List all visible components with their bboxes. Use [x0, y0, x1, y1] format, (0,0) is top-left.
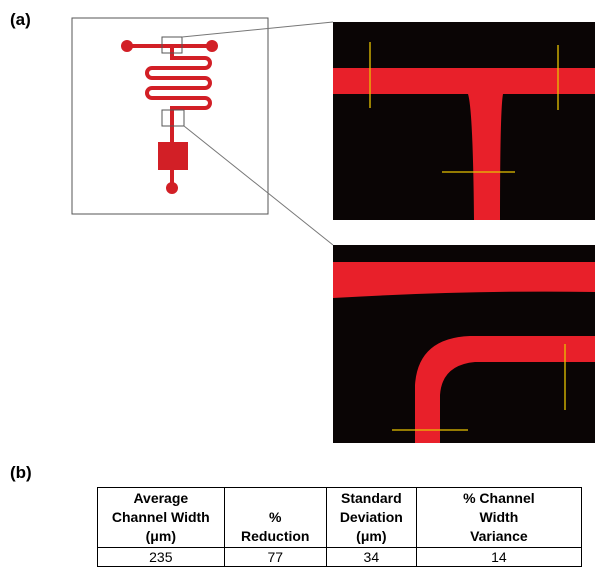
- header-line: Width: [419, 508, 579, 527]
- header-line: Channel Width: [100, 508, 222, 527]
- figure: (a) (b) AverageChannel Width(μm)%Reducti…: [0, 0, 595, 583]
- panel-label: (b): [10, 463, 32, 483]
- figure-graphics: [0, 0, 595, 470]
- header-line: Deviation: [329, 508, 414, 527]
- column-header: %Reduction: [224, 488, 326, 548]
- header-line: Reduction: [227, 527, 324, 546]
- header-line: Average: [100, 489, 222, 508]
- header-line: (μm): [329, 527, 414, 546]
- header-line: %: [227, 508, 324, 527]
- table-cell: 235: [98, 548, 225, 567]
- table-cell: 77: [224, 548, 326, 567]
- table-cell: 14: [416, 548, 581, 567]
- panel-label: (a): [10, 10, 31, 30]
- header-line: Variance: [419, 527, 579, 546]
- micrograph-bottom: [333, 245, 595, 443]
- header-line: % Channel: [419, 489, 579, 508]
- header-line: (μm): [100, 527, 222, 546]
- table-cell: 34: [326, 548, 416, 567]
- header-line: Standard: [329, 489, 414, 508]
- micrograph-top: [333, 22, 595, 220]
